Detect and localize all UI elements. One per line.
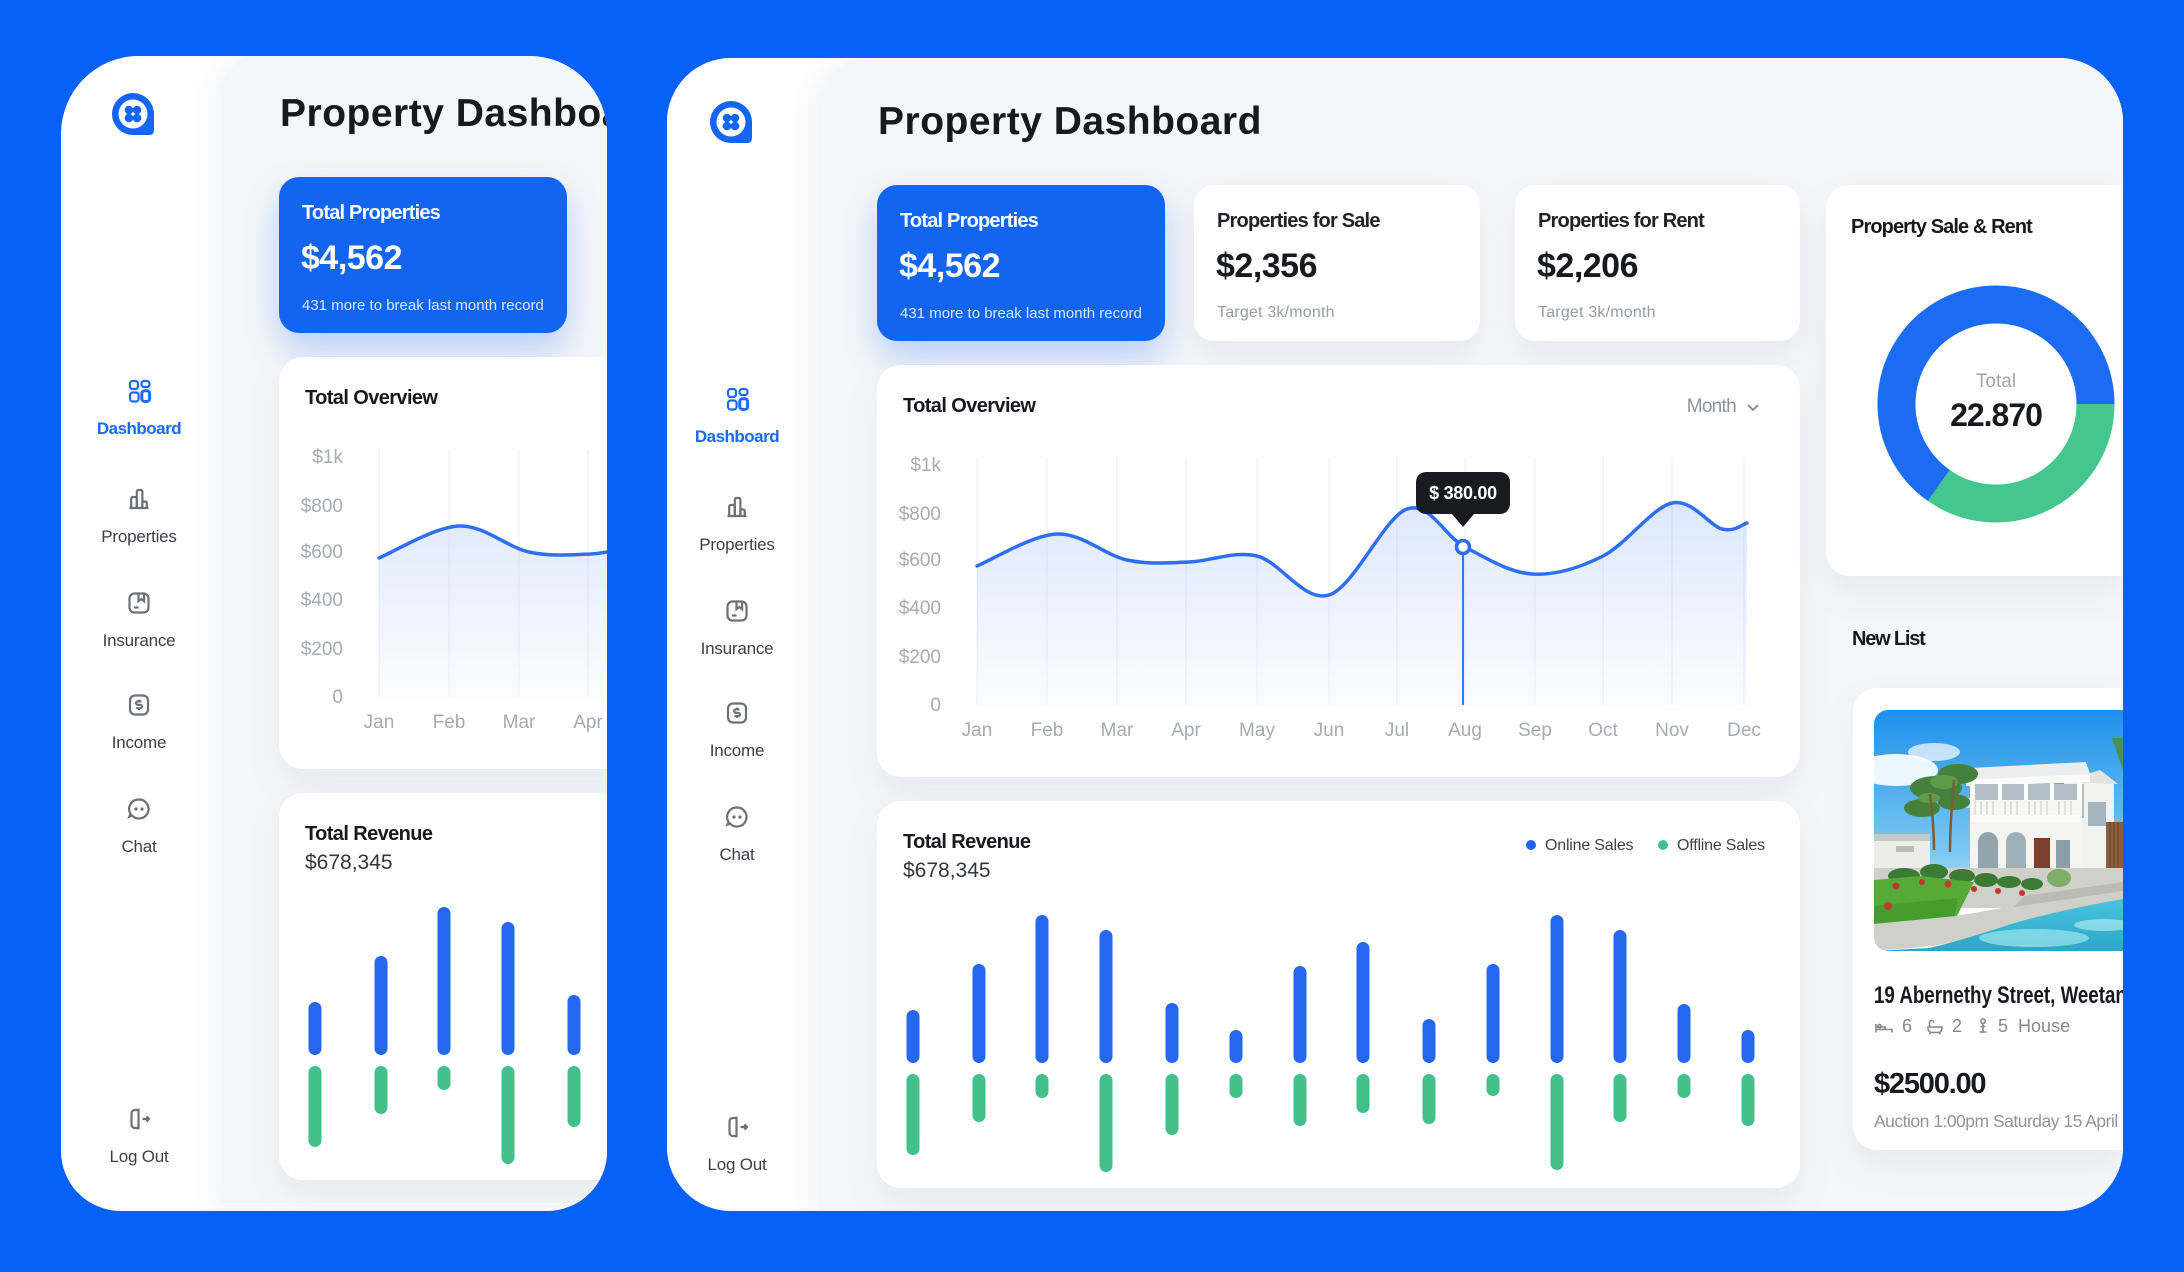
svg-text:$400: $400 <box>899 598 941 619</box>
svg-text:$200: $200 <box>899 647 941 668</box>
svg-text:Mar: Mar <box>503 712 536 733</box>
svg-text:Sep: Sep <box>1518 720 1552 741</box>
svg-text:Nov: Nov <box>1655 720 1689 741</box>
svg-text:Jun: Jun <box>1314 720 1345 741</box>
svg-text:0: 0 <box>930 695 941 716</box>
svg-text:Aug: Aug <box>1448 720 1482 741</box>
svg-text:Apr: Apr <box>1171 720 1201 741</box>
svg-text:Jul: Jul <box>1385 720 1409 741</box>
svg-text:$1k: $1k <box>910 455 941 476</box>
svg-text:Jan: Jan <box>364 712 395 733</box>
svg-text:$800: $800 <box>899 504 941 525</box>
svg-text:0: 0 <box>332 687 343 708</box>
svg-text:$1k: $1k <box>312 447 343 468</box>
svg-text:May: May <box>1239 720 1275 741</box>
svg-text:$200: $200 <box>301 639 343 660</box>
svg-text:Jan: Jan <box>962 720 993 741</box>
svg-text:Mar: Mar <box>1101 720 1134 741</box>
svg-text:$400: $400 <box>301 590 343 611</box>
svg-text:Feb: Feb <box>433 712 466 733</box>
svg-text:$800: $800 <box>301 496 343 517</box>
svg-text:Dec: Dec <box>1727 720 1761 741</box>
svg-text:Apr: Apr <box>573 712 603 733</box>
svg-text:$ 380.00: $ 380.00 <box>1429 483 1497 503</box>
svg-text:$600: $600 <box>899 550 941 571</box>
svg-text:$600: $600 <box>301 542 343 563</box>
svg-text:Oct: Oct <box>1588 720 1618 741</box>
svg-text:Feb: Feb <box>1031 720 1064 741</box>
